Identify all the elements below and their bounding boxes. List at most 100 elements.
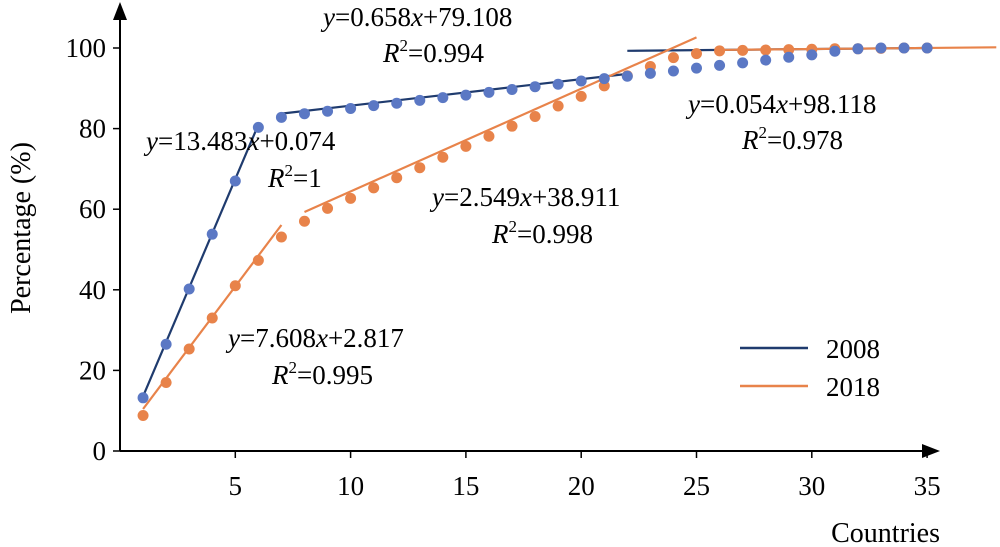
svg-text:y=0.054x+98.118: y=0.054x+98.118 <box>685 89 876 119</box>
point-2018-18 <box>529 111 541 123</box>
equation-2018-segment-1: y=7.608x+2.817 R2=0.995 <box>225 323 404 390</box>
point-2008-16 <box>483 86 495 98</box>
legend-label-2008: 2008 <box>826 334 880 364</box>
point-2008-27 <box>737 57 749 69</box>
point-2008-25 <box>691 62 702 74</box>
x-tick-label-15: 15 <box>452 471 479 501</box>
point-2018-19 <box>552 100 564 112</box>
point-2018-5 <box>229 280 241 292</box>
point-2018-15 <box>460 140 472 152</box>
point-2008-24 <box>667 65 679 77</box>
point-2008-13 <box>414 94 426 106</box>
x-axis-arrow <box>922 444 940 458</box>
point-2018-11 <box>368 182 380 194</box>
svg-text:R2=0.978: R2=0.978 <box>741 123 843 155</box>
point-2018-1 <box>137 410 149 422</box>
point-2018-17 <box>506 120 518 132</box>
svg-text:R2=0.994: R2=0.994 <box>382 36 484 68</box>
svg-text:y=0.658x+79.108: y=0.658x+79.108 <box>320 2 512 32</box>
x-tick-label-20: 20 <box>568 471 595 501</box>
point-2008-9 <box>322 105 334 117</box>
point-2008-22 <box>621 70 633 82</box>
point-2008-4 <box>206 228 218 240</box>
point-2018-10 <box>345 192 357 204</box>
point-2008-28 <box>760 54 772 66</box>
equation-2008-segment-2: y=0.658x+79.108 R2=0.994 <box>320 2 512 68</box>
point-2008-35 <box>921 42 933 54</box>
point-2018-4 <box>206 312 218 324</box>
point-2008-34 <box>898 42 910 54</box>
y-tick-label-80: 80 <box>79 114 106 144</box>
point-2018-13 <box>414 162 426 174</box>
point-2008-7 <box>275 111 287 123</box>
point-2018-6 <box>252 254 264 266</box>
point-2008-30 <box>806 49 818 61</box>
point-2008-21 <box>598 73 610 85</box>
y-axis-arrow <box>113 2 127 20</box>
point-2008-32 <box>852 43 864 55</box>
y-tick-label-100: 100 <box>66 33 107 63</box>
point-2018-20 <box>575 90 587 102</box>
point-2018-26 <box>714 45 726 57</box>
x-tick-label-5: 5 <box>229 471 243 501</box>
equation-2018-segment-2: y=2.549x+38.911 R2=0.998 <box>429 182 620 249</box>
point-2008-8 <box>298 108 310 120</box>
point-2008-19 <box>552 78 564 90</box>
svg-text:y=2.549x+38.911: y=2.549x+38.911 <box>429 182 620 212</box>
fit-line-2008-2 <box>281 72 628 115</box>
point-2018-28 <box>760 44 772 56</box>
point-2008-3 <box>183 283 195 295</box>
y-tick-label-0: 0 <box>93 436 107 466</box>
svg-text:R2=0.995: R2=0.995 <box>271 358 373 390</box>
y-axis-title: Percentage (%) <box>6 142 37 314</box>
point-2008-17 <box>506 84 518 96</box>
ticks: 5 10 15 20 25 30 35 0 20 40 60 80 100 <box>66 33 941 501</box>
x-tick-label-10: 10 <box>337 471 364 501</box>
point-2008-29 <box>783 51 795 63</box>
fit-line-2018-5 <box>304 36 697 214</box>
y-tick-label-40: 40 <box>79 275 106 305</box>
point-2008-33 <box>875 42 887 54</box>
point-2018-16 <box>483 130 495 142</box>
equations: y=13.483x+0.074 R2=1 y=0.658x+79.108 R2=… <box>143 2 876 390</box>
y-tick-label-60: 60 <box>79 194 106 224</box>
point-2018-7 <box>275 231 287 243</box>
point-2018-14 <box>437 151 449 163</box>
point-2008-23 <box>644 67 656 79</box>
point-2008-10 <box>345 102 357 114</box>
point-2018-12 <box>391 172 403 184</box>
y-tick-label-20: 20 <box>79 355 106 385</box>
legend: 2008 2018 <box>740 334 880 402</box>
svg-text:y=7.608x+2.817: y=7.608x+2.817 <box>225 323 404 353</box>
svg-text:y=13.483x+0.074: y=13.483x+0.074 <box>143 126 336 156</box>
x-axis-title: Countries <box>831 518 940 547</box>
axes <box>113 2 940 458</box>
point-2018-9 <box>322 202 334 214</box>
svg-text:R2=1: R2=1 <box>267 161 322 193</box>
point-2008-12 <box>391 97 403 109</box>
point-2018-3 <box>183 343 195 355</box>
point-2008-5 <box>229 175 241 187</box>
fit-line-2008-1 <box>142 124 260 397</box>
point-2008-26 <box>714 59 726 71</box>
x-tick-label-30: 30 <box>798 471 825 501</box>
point-2008-2 <box>160 338 172 350</box>
point-2008-15 <box>460 89 472 101</box>
point-2008-6 <box>252 121 264 133</box>
point-2018-2 <box>160 376 172 388</box>
point-2008-1 <box>137 392 149 404</box>
point-2018-27 <box>737 44 749 56</box>
point-2018-25 <box>691 48 702 60</box>
equation-2008-segment-1: y=13.483x+0.074 R2=1 <box>143 126 336 193</box>
equation-2008-segment-3: y=0.054x+98.118 R2=0.978 <box>685 89 876 155</box>
svg-text:R2=0.998: R2=0.998 <box>491 217 593 249</box>
point-2008-31 <box>829 45 841 57</box>
point-2008-14 <box>437 92 449 104</box>
data-points <box>137 42 933 422</box>
point-2018-8 <box>298 215 310 227</box>
x-tick-label-25: 25 <box>683 471 710 501</box>
point-2008-18 <box>529 81 541 93</box>
point-2018-29 <box>783 44 795 56</box>
point-2008-20 <box>575 75 587 87</box>
